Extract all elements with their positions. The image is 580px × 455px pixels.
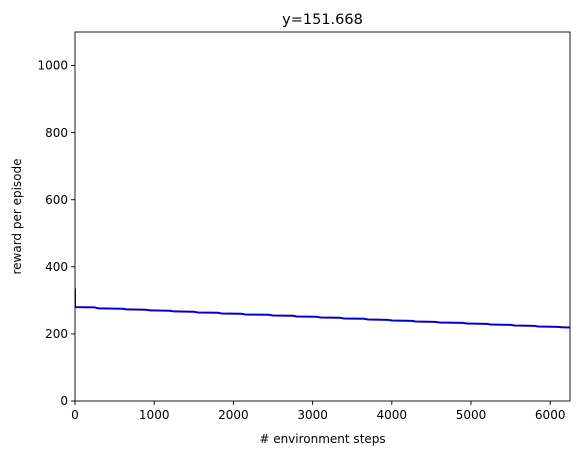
y-tick-label: 400 — [45, 260, 68, 274]
x-tick-label: 6000 — [535, 408, 566, 422]
x-tick-label: 3000 — [297, 408, 328, 422]
y-tick-label: 200 — [45, 327, 68, 341]
y-tick-label: 800 — [45, 126, 68, 140]
x-tick-label: 5000 — [456, 408, 487, 422]
chart-title: y=151.668 — [282, 12, 363, 28]
x-tick-label: 1000 — [139, 408, 170, 422]
y-tick-label: 600 — [45, 193, 68, 207]
x-tick-label: 2000 — [218, 408, 249, 422]
y-tick-label: 0 — [60, 394, 68, 408]
x-tick-label: 0 — [71, 408, 79, 422]
x-axis-label: # environment steps — [259, 432, 385, 446]
x-tick-label: 4000 — [377, 408, 408, 422]
y-axis-label: reward per episode — [10, 158, 24, 274]
y-tick-label: 1000 — [37, 59, 68, 73]
